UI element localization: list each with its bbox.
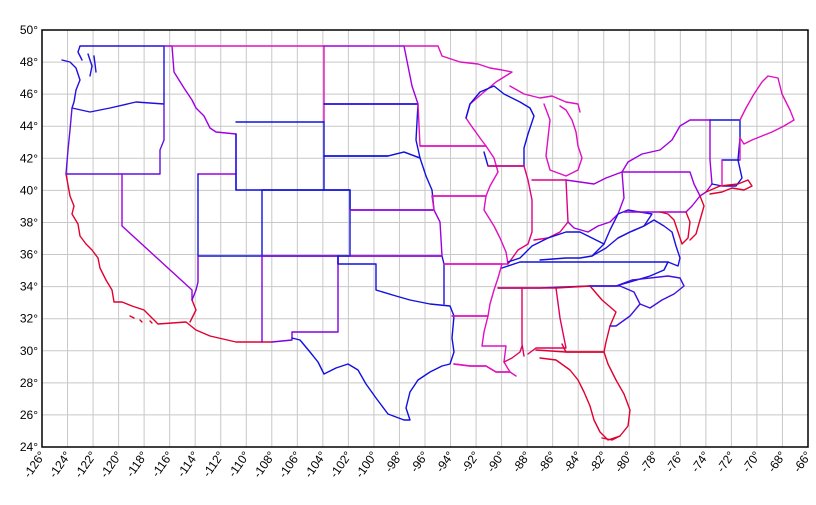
longitude-tick-label: -76° <box>663 449 687 475</box>
indiana-border <box>531 179 569 241</box>
south-dakota-border <box>323 103 421 159</box>
longitude-tick-label: -112° <box>200 449 228 480</box>
latitude-tick-label: 46° <box>20 87 38 101</box>
latitude-tick-label: 44° <box>20 119 38 133</box>
longitude-tick-label: -120° <box>97 449 125 481</box>
west-virginia-border <box>603 209 653 245</box>
longitude-tick-label: -78° <box>637 449 661 475</box>
map-frame <box>41 29 809 448</box>
south-carolina-border <box>589 285 641 327</box>
plot-frame <box>41 29 809 448</box>
longitude-tick-label: -98° <box>382 449 406 475</box>
longitude-tick-label: -118° <box>123 449 151 480</box>
latitude-tick-label: 34° <box>20 280 38 294</box>
latitude-tick-label: 32° <box>20 312 38 326</box>
new-england-coast <box>705 179 753 195</box>
longitude-tick-label: -96° <box>407 449 431 475</box>
latitude-tick-label: 40° <box>20 183 38 197</box>
north-carolina-border <box>615 275 685 309</box>
nebraska-border <box>323 151 435 211</box>
washington-outline <box>61 45 165 113</box>
idaho-border <box>163 45 237 175</box>
latitude-tick-label: 26° <box>20 408 38 422</box>
longitude-tick-label: -80° <box>612 449 636 475</box>
new-england-border <box>709 119 743 187</box>
longitude-tick-label: -86° <box>535 449 559 475</box>
tennessee-border <box>497 261 669 289</box>
missouri-border <box>431 195 509 265</box>
virginia-border <box>591 219 681 267</box>
alabama-border <box>521 287 567 355</box>
minnesota-border <box>403 45 513 147</box>
latitude-tick-labels: 24° 26° 28° 30° 32° 34° 36° 38° 40° 42° 44° 46° 48° 5… <box>20 23 38 454</box>
longitude-tick-label: -122° <box>72 449 100 481</box>
longitude-tick-label: -124° <box>46 449 74 481</box>
longitude-tick-label: -84° <box>560 449 584 475</box>
north-dakota-border <box>323 45 419 105</box>
longitude-tick-label: -110° <box>225 449 253 480</box>
nevada-border <box>121 173 193 301</box>
longitude-tick-label: -94° <box>433 449 457 475</box>
latitude-tick-label: 28° <box>20 376 38 390</box>
california-interior-boundary <box>189 299 197 323</box>
latitude-tick-label: 50° <box>20 23 38 37</box>
latitude-tick-label: 24° <box>20 440 38 454</box>
arkansas-border <box>443 263 503 317</box>
longitude-tick-label: -108° <box>250 449 278 481</box>
longitude-tick-label: -66° <box>790 449 814 475</box>
maine-outline <box>739 75 795 145</box>
florida-keys <box>601 435 621 441</box>
texas-louisiana-coast <box>453 363 517 377</box>
longitude-tick-label: -100° <box>352 449 380 481</box>
illinois-border <box>487 165 533 265</box>
longitude-tick-label: -104° <box>301 449 329 481</box>
longitude-tick-label: -82° <box>586 449 610 475</box>
longitude-tick-label: -92° <box>458 449 482 475</box>
longitude-tick-label: -114° <box>174 449 202 480</box>
new-york-border <box>621 119 713 197</box>
latitude-tick-label: 38° <box>20 215 38 229</box>
state-boundaries <box>61 45 795 441</box>
wyoming-border <box>235 121 325 191</box>
longitude-tick-label: -72° <box>714 449 738 475</box>
longitude-tick-label: -88° <box>509 449 533 475</box>
arizona-border <box>191 255 263 343</box>
longitude-tick-labels: -126°-124°-122°-120°-118°-116°-114°-112°… <box>20 449 814 481</box>
oklahoma-border <box>337 255 445 305</box>
longitude-tick-label: -74° <box>688 449 712 475</box>
new-jersey-delaware-maryland <box>659 195 705 245</box>
latitude-tick-label: 42° <box>20 151 38 165</box>
texas-outline <box>291 255 455 421</box>
longitude-tick-label: -68° <box>765 449 789 475</box>
longitude-tick-label: -116° <box>149 449 177 480</box>
channel-islands <box>129 315 153 324</box>
vermont-nh-border <box>721 137 741 187</box>
latitude-tick-label: 36° <box>20 248 38 262</box>
california-coast <box>65 173 273 343</box>
kansas-border <box>349 209 443 257</box>
florida-outline <box>535 349 631 441</box>
pennsylvania-border <box>621 171 701 213</box>
grid-layer <box>41 29 809 448</box>
oregon-outline <box>65 103 165 175</box>
latitude-tick-label: 30° <box>20 344 38 358</box>
michigan-upper-peninsula <box>509 85 583 177</box>
mississippi-border <box>497 287 525 363</box>
new-mexico-border <box>261 255 339 343</box>
puget-sound <box>87 53 97 77</box>
kentucky-border <box>507 231 605 263</box>
longitude-tick-label: -106° <box>276 449 304 481</box>
longitude-tick-label: -102° <box>327 449 355 481</box>
ohio-border <box>565 171 625 233</box>
longitude-tick-label: -70° <box>739 449 763 475</box>
longitude-tick-label: -90° <box>484 449 508 475</box>
latitude-tick-label: 48° <box>20 55 38 69</box>
